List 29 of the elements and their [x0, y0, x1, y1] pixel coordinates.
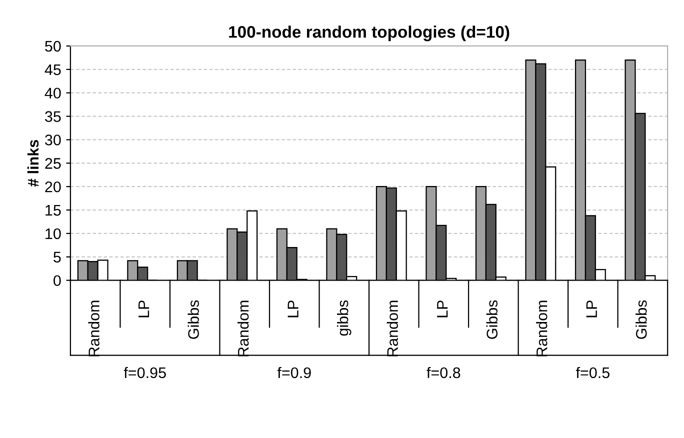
text: f=0.8 [426, 366, 460, 378]
x-tick-label: LP [288, 300, 298, 318]
x-tick-label: LP [437, 300, 448, 318]
y-tick-label: 45 [44, 64, 61, 76]
y-tick-label: 30 [45, 134, 61, 146]
y-tick-label: 15 [46, 205, 61, 216]
x-tick-label: Gibbs [188, 300, 199, 339]
text: f=0.95 [124, 366, 166, 378]
y-tick-label: 0 [54, 275, 61, 286]
x-tick-label: gibbs [337, 300, 352, 336]
y-axis-title: # links [27, 140, 39, 187]
x-tick-label: LP [586, 300, 597, 318]
x-tick-label: Random [536, 300, 548, 356]
x-tick-label: Gibbs [636, 300, 647, 339]
x-tick-label: Random [88, 300, 100, 356]
y-tick-label: 35 [45, 111, 61, 122]
x-tick-label: LP [138, 300, 150, 318]
y-tick-label: 50 [45, 40, 61, 52]
y-tick-label: 5 [54, 252, 61, 263]
y-tick-label: 40 [44, 88, 61, 99]
text: f=0.9 [277, 366, 311, 378]
chart-title: 100-node random topologies (d=10) [229, 26, 510, 42]
x-tick-label: Random [237, 300, 249, 356]
x-tick-label: Gibbs [486, 300, 498, 339]
y-tick-label: 10 [46, 228, 61, 240]
text: f=0.5 [576, 366, 610, 378]
y-tick-label: 20 [45, 181, 61, 192]
x-tick-label: Random [386, 300, 398, 356]
y-tick-label: 25 [45, 158, 61, 169]
